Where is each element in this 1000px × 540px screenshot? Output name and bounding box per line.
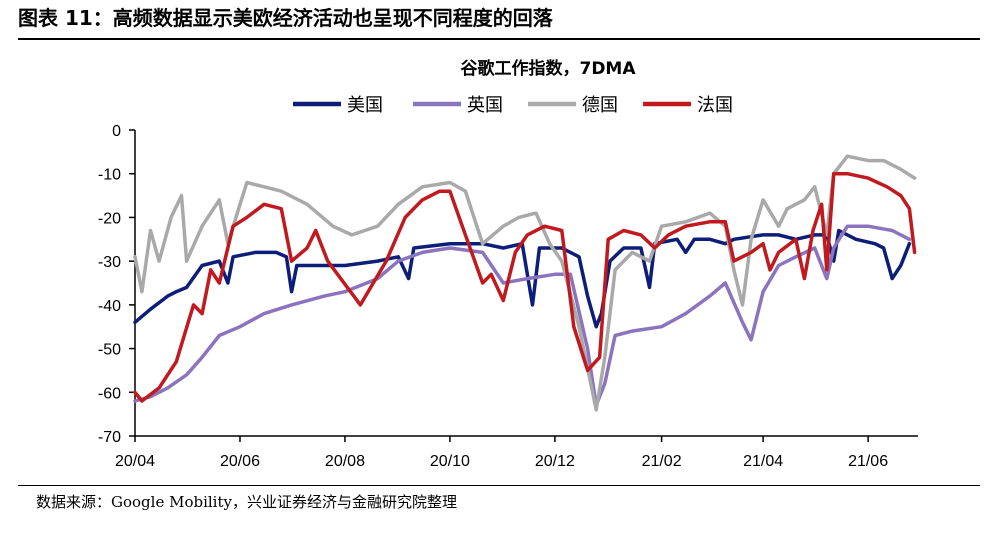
top-rule: [18, 38, 980, 40]
chart-title: 谷歌工作指数，7DMA: [460, 58, 636, 79]
x-tick-label: 21/02: [642, 453, 682, 470]
legend-label: 美国: [347, 95, 383, 116]
legend-label: 英国: [467, 95, 503, 116]
x-tick-label: 20/08: [325, 453, 365, 470]
x-tick-label: 20/10: [430, 453, 470, 470]
legend-label: 法国: [697, 95, 733, 116]
legend: 美国 英国 德国 法国: [293, 95, 733, 116]
y-tick-label: -10: [98, 167, 121, 184]
legend-label: 德国: [582, 95, 618, 116]
series-line-1: [133, 228, 912, 329]
y-tick-label: -40: [98, 298, 121, 315]
y-tick-label: -60: [98, 385, 121, 402]
axes: 0 -10 -20 -30 -40 -50 -60 -70 20/04 20/06 20/08 20/…: [98, 123, 918, 470]
figure-title: 图表 11：高频数据显示美欧经济活动也呈现不同程度的回落: [18, 6, 553, 30]
y-tick-label: -20: [98, 210, 121, 227]
y-tick-label: -50: [98, 342, 121, 359]
x-tick-label: 20/04: [115, 453, 155, 470]
series-line-2: [133, 224, 912, 408]
bottom-rule: [18, 485, 980, 486]
series-line-3: [133, 154, 917, 412]
series-lines: [133, 154, 917, 412]
x-tick-label: 20/12: [535, 453, 575, 470]
y-tick-label: -70: [98, 429, 121, 446]
x-tick-label: 21/06: [848, 453, 888, 470]
y-tick-label: -30: [98, 254, 121, 271]
x-tick-label: 20/06: [220, 453, 260, 470]
y-tick-label: 0: [112, 123, 121, 140]
x-tick-label: 21/04: [743, 453, 783, 470]
source-note: 数据来源：Google Mobility，兴业证券经济与金融研究院整理: [36, 493, 457, 511]
series-line-4: [133, 171, 917, 403]
